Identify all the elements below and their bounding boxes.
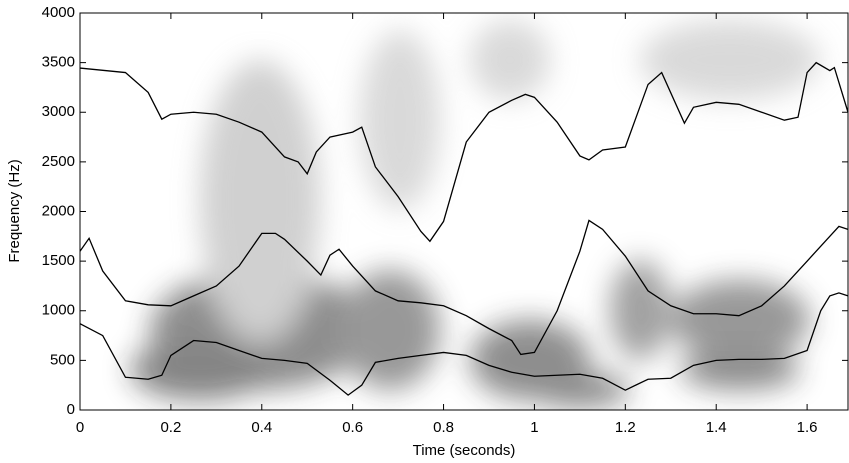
- x-tick-label: 0.6: [342, 419, 363, 436]
- x-tick-label: 1.4: [706, 419, 727, 436]
- x-tick-label: 1.6: [797, 419, 818, 436]
- x-tick-label: 1.2: [615, 419, 636, 436]
- x-tick-label: 0.4: [251, 419, 272, 436]
- y-tick-label: 1000: [42, 302, 75, 319]
- y-tick-label: 4000: [42, 4, 75, 21]
- y-tick-label: 1500: [42, 252, 75, 269]
- formant-line: [79, 61, 849, 243]
- y-tick-label: 3000: [42, 103, 75, 120]
- y-axis-label: Frequency (Hz): [6, 159, 23, 262]
- y-tick-label: 3500: [42, 54, 75, 71]
- formant-line: [79, 219, 849, 356]
- x-tick-label: 1: [530, 419, 538, 436]
- formant-line: [79, 292, 849, 396]
- x-tick-label: 0.2: [160, 419, 181, 436]
- x-axis-label: Time (seconds): [413, 442, 516, 459]
- y-tick-label: 2500: [42, 153, 75, 170]
- spectrogram-shading: [130, 20, 820, 408]
- x-tick-label: 0: [76, 419, 84, 436]
- y-tick-label: 0: [67, 401, 75, 418]
- x-tick-label: 0.8: [433, 419, 454, 436]
- y-tick-label: 2000: [42, 202, 75, 219]
- y-tick-label: 500: [50, 351, 75, 368]
